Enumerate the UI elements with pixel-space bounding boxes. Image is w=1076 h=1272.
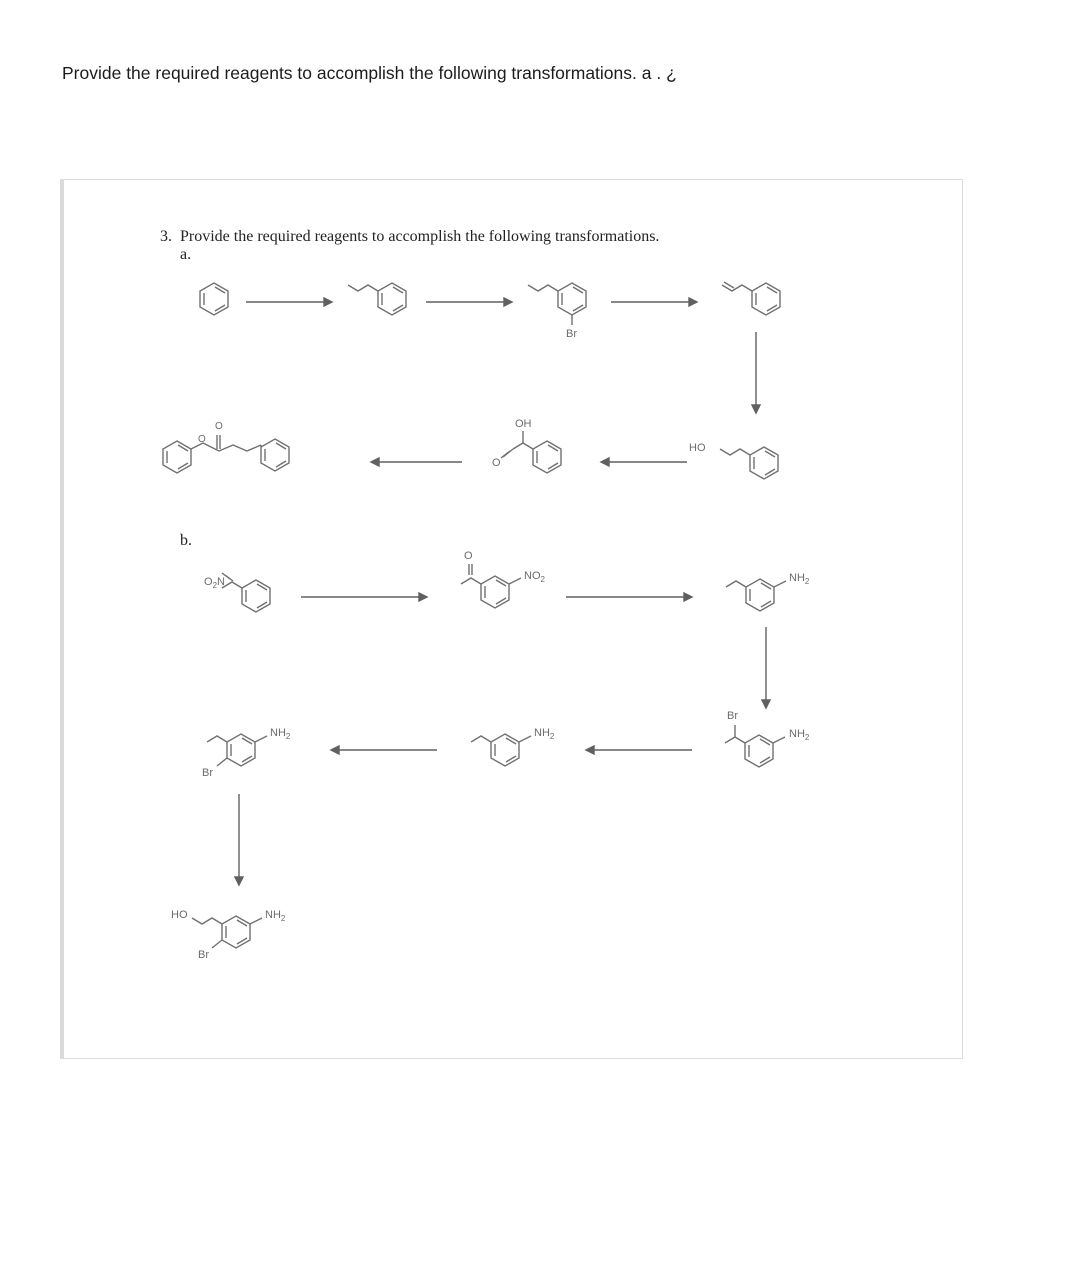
arrow-a-r2-2	[369, 455, 464, 469]
label-a6-o: O	[492, 457, 501, 469]
mol-a2-propylbenzene	[344, 275, 414, 325]
arrow-b-vert-1	[759, 625, 773, 710]
part-a-label: a.	[180, 246, 191, 264]
arrow-a-r2-1	[599, 455, 689, 469]
arrow-a-vert-1	[749, 330, 763, 415]
mol-a4-allylbenzene	[714, 275, 789, 325]
mol-a3-propyl-bromo	[524, 275, 594, 330]
mol-a5-hydroxypropyl	[704, 435, 789, 485]
question-prompt: Provide the required reagents to accompl…	[62, 63, 677, 84]
label-b6-nh2: NH2	[270, 727, 290, 741]
mol-b2	[449, 560, 544, 620]
mol-b4	[709, 715, 809, 775]
mol-a6-carboxylic	[479, 425, 574, 485]
label-b7-br: Br	[198, 949, 209, 961]
answer-panel: 3. Provide the required reagents to acco…	[60, 179, 963, 1059]
label-b2-o: O	[464, 550, 473, 562]
arrow-a-r1-1	[244, 295, 334, 309]
label-b7-nh2: NH2	[265, 909, 285, 923]
label-a5-ho: HO	[689, 442, 706, 454]
label-b4-nh2: NH2	[789, 728, 809, 742]
label-b7-ho: HO	[171, 909, 188, 921]
label-b4-br: Br	[727, 710, 738, 722]
arrow-a-r1-3	[609, 295, 699, 309]
label-a7-o-carbonyl: O	[215, 421, 223, 432]
label-b3-nh2: NH2	[789, 572, 809, 586]
question-number: 3.	[160, 228, 172, 246]
label-a7-o-ester: O	[198, 434, 206, 445]
arrow-b-vert-2	[232, 792, 246, 887]
mol-a7-ester	[159, 425, 349, 485]
arrow-b-r2-1	[584, 743, 694, 757]
arrow-b-r2-2	[329, 743, 439, 757]
label-b2-no2: NO2	[524, 570, 545, 584]
mol-a1-benzene	[194, 280, 234, 320]
question-text: Provide the required reagents to accompl…	[180, 228, 659, 246]
label-a6-oh: OH	[515, 418, 532, 430]
label-b1-o2n: O2N	[204, 576, 225, 590]
label-a3-br: Br	[566, 328, 577, 340]
arrow-a-r1-2	[424, 295, 514, 309]
part-b-label: b.	[180, 532, 192, 550]
arrow-b-r1-1	[299, 590, 429, 604]
label-b6-br: Br	[202, 767, 213, 779]
label-b5-nh2: NH2	[534, 727, 554, 741]
arrow-b-r1-2	[564, 590, 694, 604]
